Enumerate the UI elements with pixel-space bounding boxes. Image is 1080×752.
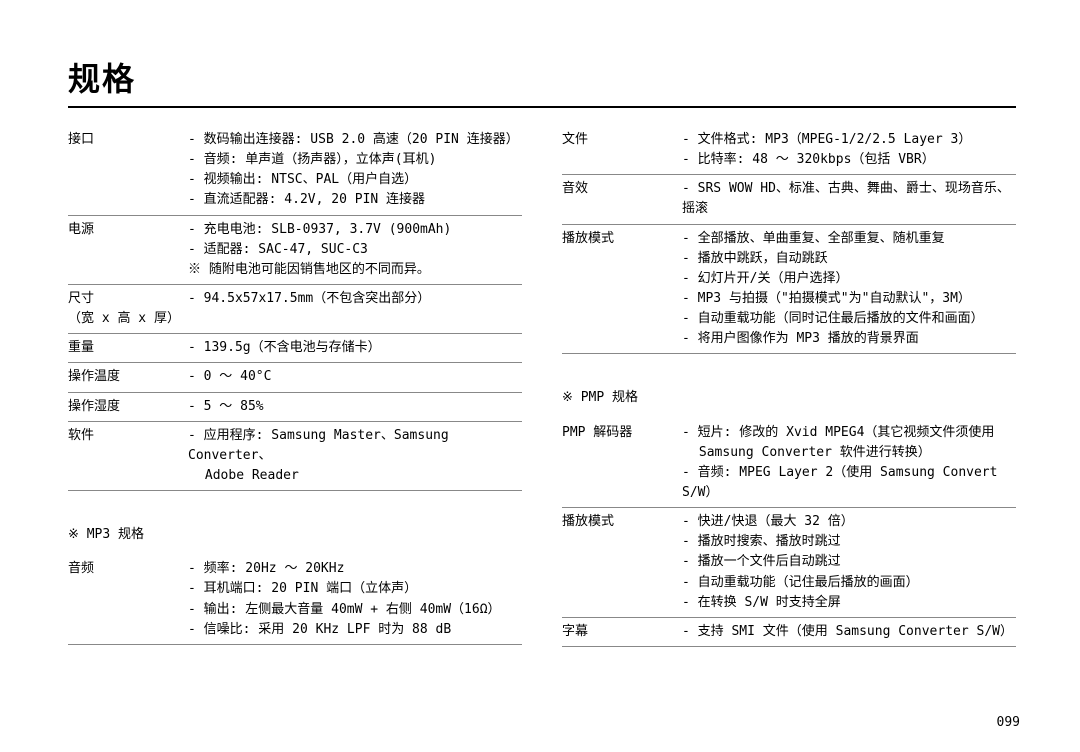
spec-value: 播放时搜索、播放时跳过 xyxy=(682,532,1016,552)
spec-values: 快进/快退（最大 32 倍）播放时搜索、播放时跳过播放一个文件后自动跳过自动重载… xyxy=(682,512,1016,613)
spec-value: 音频: 单声道（扬声器），立体声(耳机) xyxy=(188,150,522,170)
spec-values: 支持 SMI 文件（使用 Samsung Converter S/W） xyxy=(682,622,1016,642)
spec-value: 播放中跳跃，自动跳跃 xyxy=(682,249,1016,269)
spec-value: 视频输出: NTSC、PAL（用户自选） xyxy=(188,170,522,190)
spec-label: 尺寸（宽 x 高 x 厚） xyxy=(68,289,188,329)
spec-value: 耳机端口: 20 PIN 端口（立体声） xyxy=(188,579,522,599)
spec-value: 比特率: 48 ～ 320kbps（包括 VBR） xyxy=(682,150,1016,170)
spec-row: PMP 解码器短片: 修改的 Xvid MPEG4（其它视频文件须使用Samsu… xyxy=(562,419,1016,509)
spec-value: 文件格式: MP3（MPEG-1/2/2.5 Layer 3） xyxy=(682,130,1016,150)
left-column: 接口数码输出连接器: USB 2.0 高速（20 PIN 连接器）音频: 单声道… xyxy=(68,126,522,647)
spec-values: SRS WOW HD、标准、古典、舞曲、爵士、现场音乐、摇滚 xyxy=(682,179,1016,219)
spec-value: 频率: 20Hz ～ 20KHz xyxy=(188,559,522,579)
spec-label: PMP 解码器 xyxy=(562,423,682,443)
spec-row: 播放模式快进/快退（最大 32 倍）播放时搜索、播放时跳过播放一个文件后自动跳过… xyxy=(562,508,1016,618)
spec-label: 音频 xyxy=(68,559,188,579)
spec-value: 自动重载功能（记住最后播放的画面） xyxy=(682,573,1016,593)
spec-values: 频率: 20Hz ～ 20KHz耳机端口: 20 PIN 端口（立体声）输出: … xyxy=(188,559,522,640)
spec-values: 全部播放、单曲重复、全部重复、随机重复播放中跳跃，自动跳跃幻灯片开/关（用户选择… xyxy=(682,229,1016,350)
spec-values: 应用程序: Samsung Master、Samsung Converter、A… xyxy=(188,426,522,486)
spec-row: 文件文件格式: MP3（MPEG-1/2/2.5 Layer 3）比特率: 48… xyxy=(562,126,1016,175)
spec-value: 快进/快退（最大 32 倍） xyxy=(682,512,1016,532)
spec-row: 软件应用程序: Samsung Master、Samsung Converter… xyxy=(68,422,522,491)
spec-value: 播放一个文件后自动跳过 xyxy=(682,552,1016,572)
spec-label: 播放模式 xyxy=(562,229,682,249)
spec-label: 电源 xyxy=(68,220,188,240)
spec-value: 直流适配器: 4.2V, 20 PIN 连接器 xyxy=(188,190,522,210)
spec-value: MP3 与拍摄（"拍摄模式"为"自动默认"，3M） xyxy=(682,289,1016,309)
spec-values: 139.5g（不含电池与存储卡） xyxy=(188,338,522,358)
spec-values: 短片: 修改的 Xvid MPEG4（其它视频文件须使用Samsung Conv… xyxy=(682,423,1016,504)
spec-row: 尺寸（宽 x 高 x 厚）94.5x57x17.5mm（不包含突出部分） xyxy=(68,285,522,334)
spec-label: 软件 xyxy=(68,426,188,446)
pmp-spec-heading: PMP 规格 xyxy=(562,388,1016,408)
spec-value: 自动重载功能（同时记住最后播放的文件和画面） xyxy=(682,309,1016,329)
spec-label: 音效 xyxy=(562,179,682,199)
spec-value: 支持 SMI 文件（使用 Samsung Converter S/W） xyxy=(682,622,1016,642)
spec-value: 信噪比: 采用 20 KHz LPF 时为 88 dB xyxy=(188,620,522,640)
spec-value: 在转换 S/W 时支持全屏 xyxy=(682,593,1016,613)
spec-label: 重量 xyxy=(68,338,188,358)
spec-value: 94.5x57x17.5mm（不包含突出部分） xyxy=(188,289,522,309)
spec-value: 输出: 左侧最大音量 40mW + 右侧 40mW（16Ω） xyxy=(188,600,522,620)
spec-values: 94.5x57x17.5mm（不包含突出部分） xyxy=(188,289,522,309)
right-column: 文件文件格式: MP3（MPEG-1/2/2.5 Layer 3）比特率: 48… xyxy=(562,126,1016,647)
spec-label: 文件 xyxy=(562,130,682,150)
spec-value: 适配器: SAC-47, SUC-C3 xyxy=(188,240,522,260)
spec-value: 数码输出连接器: USB 2.0 高速（20 PIN 连接器） xyxy=(188,130,522,150)
spec-values: 0 ～ 40°C xyxy=(188,367,522,387)
spec-values: 数码输出连接器: USB 2.0 高速（20 PIN 连接器）音频: 单声道（扬… xyxy=(188,130,522,211)
spec-row: 接口数码输出连接器: USB 2.0 高速（20 PIN 连接器）音频: 单声道… xyxy=(68,126,522,216)
spec-label: 字幕 xyxy=(562,622,682,642)
spec-columns: 接口数码输出连接器: USB 2.0 高速（20 PIN 连接器）音频: 单声道… xyxy=(68,126,1016,647)
spec-value-continued: Samsung Converter 软件进行转换） xyxy=(682,443,1016,463)
spec-row: 电源充电电池: SLB-0937, 3.7V (900mAh)适配器: SAC-… xyxy=(68,216,522,285)
spec-value: 音频: MPEG Layer 2（使用 Samsung Convert S/W） xyxy=(682,463,1016,503)
mp3-spec-heading: MP3 规格 xyxy=(68,525,522,545)
spec-value: 0 ～ 40°C xyxy=(188,367,522,387)
spec-row: 操作温度0 ～ 40°C xyxy=(68,363,522,392)
spec-row: 字幕支持 SMI 文件（使用 Samsung Converter S/W） xyxy=(562,618,1016,647)
spec-value: 短片: 修改的 Xvid MPEG4（其它视频文件须使用 xyxy=(682,423,1016,443)
spec-row: 操作湿度5 ～ 85% xyxy=(68,393,522,422)
spec-value-continued: Adobe Reader xyxy=(188,466,522,486)
spec-value: 充电电池: SLB-0937, 3.7V (900mAh) xyxy=(188,220,522,240)
spec-values: 充电电池: SLB-0937, 3.7V (900mAh)适配器: SAC-47… xyxy=(188,220,522,280)
spec-value: SRS WOW HD、标准、古典、舞曲、爵士、现场音乐、摇滚 xyxy=(682,179,1016,219)
spec-row: 重量139.5g（不含电池与存储卡） xyxy=(68,334,522,363)
page-number: 099 xyxy=(997,715,1020,730)
spec-value: 139.5g（不含电池与存储卡） xyxy=(188,338,522,358)
spec-label: 接口 xyxy=(68,130,188,150)
spec-row: 播放模式全部播放、单曲重复、全部重复、随机重复播放中跳跃，自动跳跃幻灯片开/关（… xyxy=(562,225,1016,355)
spec-values: 文件格式: MP3（MPEG-1/2/2.5 Layer 3）比特率: 48 ～… xyxy=(682,130,1016,170)
spec-label: 播放模式 xyxy=(562,512,682,532)
spec-values: 5 ～ 85% xyxy=(188,397,522,417)
spec-row: 音频频率: 20Hz ～ 20KHz耳机端口: 20 PIN 端口（立体声）输出… xyxy=(68,555,522,645)
spec-label: 操作温度 xyxy=(68,367,188,387)
spec-value: 5 ～ 85% xyxy=(188,397,522,417)
spec-value: 将用户图像作为 MP3 播放的背景界面 xyxy=(682,329,1016,349)
spec-row: 音效SRS WOW HD、标准、古典、舞曲、爵士、现场音乐、摇滚 xyxy=(562,175,1016,224)
spec-note: 随附电池可能因销售地区的不同而异。 xyxy=(188,260,522,280)
spec-label: 操作湿度 xyxy=(68,397,188,417)
spec-value: 幻灯片开/关（用户选择） xyxy=(682,269,1016,289)
spec-value: 全部播放、单曲重复、全部重复、随机重复 xyxy=(682,229,1016,249)
spec-value: 应用程序: Samsung Master、Samsung Converter、 xyxy=(188,426,522,466)
page-title: 规格 xyxy=(68,54,1016,108)
